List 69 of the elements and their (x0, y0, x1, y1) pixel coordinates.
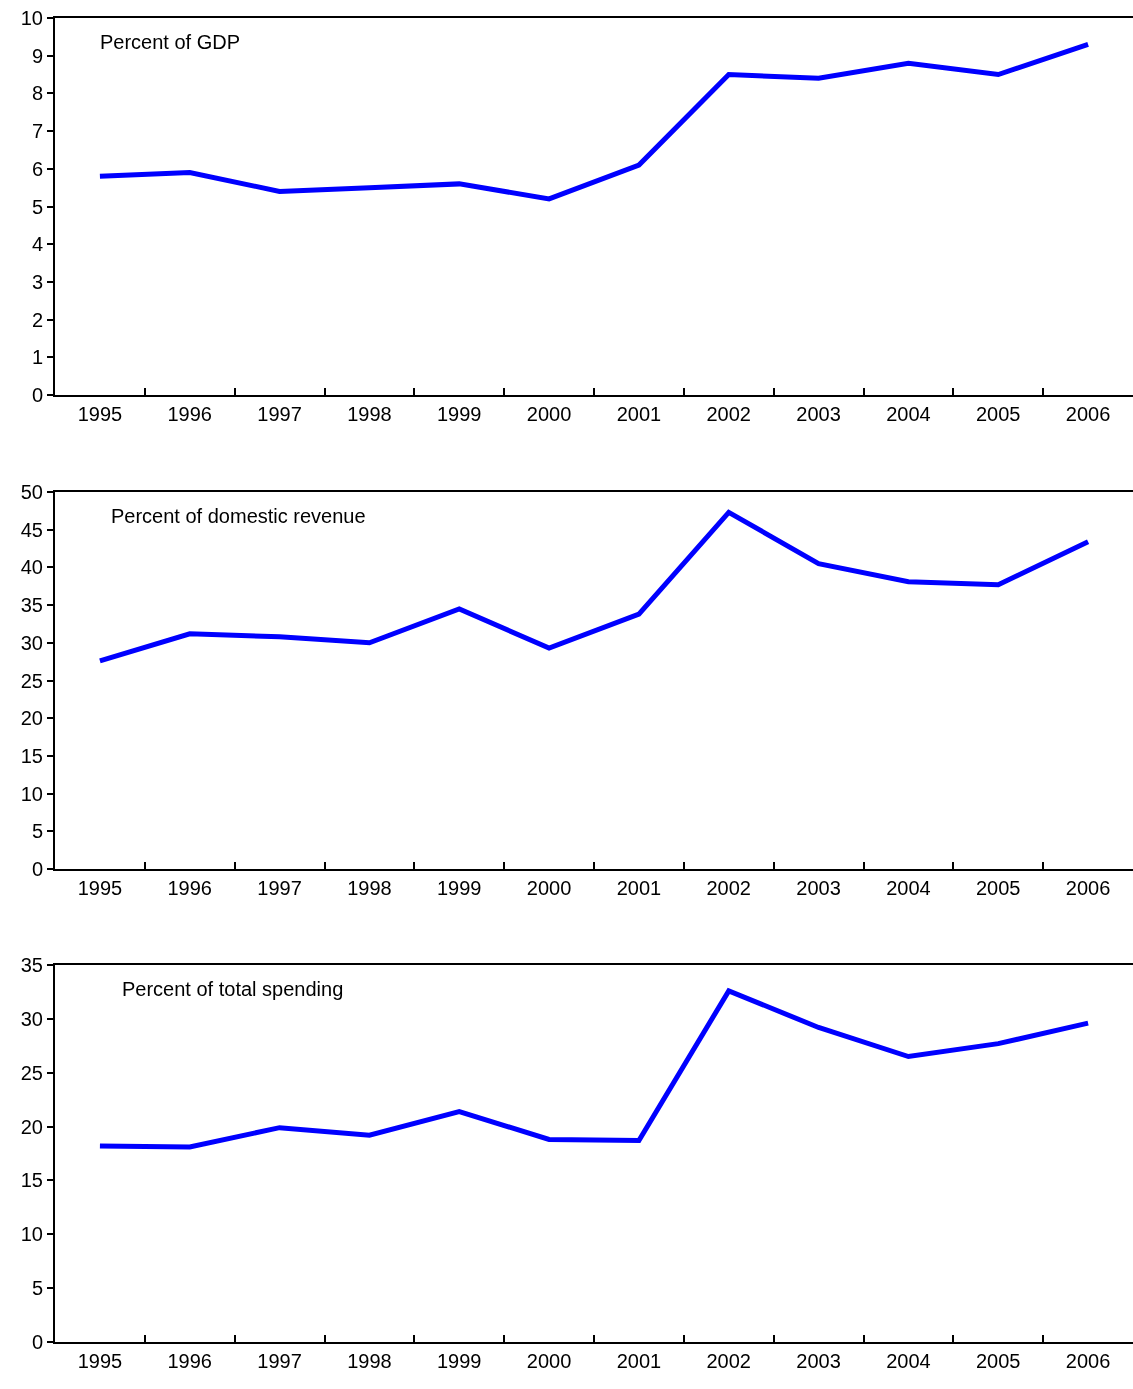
y-tick-label: 45 (20, 518, 43, 541)
y-tick-label: 2 (31, 308, 43, 331)
x-tick-label: 1995 (77, 403, 123, 425)
y-tick-label: 4 (31, 233, 43, 256)
x-tick-label: 2005 (976, 877, 1021, 899)
y-tick-label: 1 (31, 346, 43, 369)
x-tick-label: 2006 (1065, 1350, 1111, 1372)
y-tick-label: 7 (31, 120, 43, 143)
x-tick-label: 1998 (347, 403, 392, 425)
y-tick-label: 15 (20, 744, 43, 767)
y-tick-label: 10 (20, 1223, 43, 1246)
y-tick-label: 5 (31, 195, 43, 218)
y-tick-label: 20 (20, 707, 43, 730)
x-tick-label: 2002 (706, 1350, 751, 1372)
y-tick-label: 40 (20, 556, 43, 579)
text: Percent of total spending (122, 978, 344, 1000)
x-tick-label: 2001 (616, 1350, 662, 1372)
x-tick-label: 2000 (526, 1350, 572, 1372)
y-tick-label: 30 (20, 1007, 43, 1030)
y-tick-label: 6 (31, 157, 43, 180)
y-tick-label: 0 (31, 858, 43, 880)
y-tick-label: 8 (31, 82, 43, 105)
x-tick-label: 2004 (886, 877, 931, 899)
y-tick-label: 35 (20, 954, 43, 976)
y-tick-label: 5 (31, 1277, 43, 1300)
x-tick-label: 2004 (886, 1350, 931, 1372)
x-tick-label: 2003 (796, 877, 841, 899)
y-tick-label: 9 (31, 44, 43, 67)
x-tick-label: 1999 (437, 403, 482, 425)
y-tick-label: 20 (20, 1115, 43, 1138)
x-tick-label: 1996 (167, 403, 212, 425)
x-tick-label: 2005 (976, 403, 1021, 425)
x-tick-label: 1999 (437, 1350, 482, 1372)
x-tick-label: 1996 (167, 877, 212, 899)
text: Percent of domestic revenue (111, 505, 366, 527)
x-tick-label: 2001 (616, 403, 662, 425)
y-tick-label: 10 (20, 7, 43, 29)
x-tick-label: 2000 (526, 403, 572, 425)
x-tick-label: 2003 (796, 403, 841, 425)
y-tick-label: 0 (31, 1331, 43, 1353)
x-tick-label: 1998 (347, 1350, 392, 1372)
x-tick-label: 1995 (77, 877, 123, 899)
y-tick-label: 25 (20, 1061, 43, 1084)
y-tick-label: 10 (20, 782, 43, 805)
x-tick-label: 1999 (437, 877, 482, 899)
x-tick-label: 1998 (347, 877, 392, 899)
x-tick-label: 2002 (706, 403, 751, 425)
x-tick-label: 1997 (257, 1350, 302, 1372)
x-tick-label: 2000 (526, 877, 572, 899)
x-tick-label: 1997 (257, 403, 302, 425)
y-tick-label: 5 (31, 820, 43, 843)
x-tick-label: 2006 (1065, 403, 1111, 425)
x-tick-label: 2002 (706, 877, 751, 899)
y-tick-label: 35 (20, 594, 43, 617)
x-tick-label: 2005 (976, 1350, 1021, 1372)
y-tick-label: 15 (20, 1169, 43, 1192)
x-tick-label: 1995 (77, 1350, 123, 1372)
y-tick-label: 0 (31, 384, 43, 406)
x-tick-label: 1996 (167, 1350, 212, 1372)
x-tick-label: 2004 (886, 403, 931, 425)
x-tick-label: 2001 (616, 877, 662, 899)
x-tick-label: 1997 (257, 877, 302, 899)
x-tick-label: 2003 (796, 1350, 841, 1372)
y-tick-label: 3 (31, 270, 43, 293)
text: Percent of GDP (100, 31, 241, 53)
y-tick-label: 25 (20, 669, 43, 692)
x-tick-label: 2006 (1065, 877, 1111, 899)
y-tick-label: 50 (20, 481, 43, 503)
y-tick-label: 30 (20, 631, 43, 654)
